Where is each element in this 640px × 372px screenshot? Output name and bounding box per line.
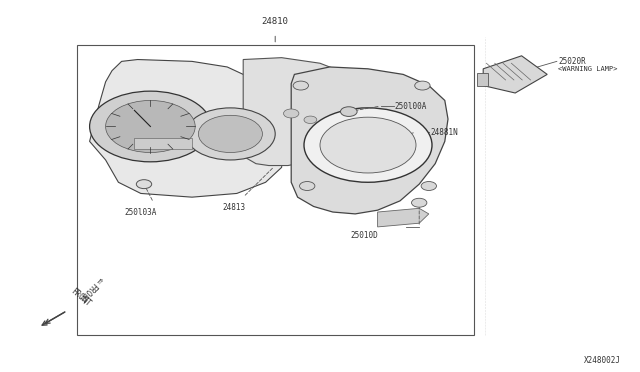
Text: 250l03A: 250l03A <box>125 208 157 217</box>
Circle shape <box>415 81 430 90</box>
Circle shape <box>106 100 195 153</box>
FancyBboxPatch shape <box>77 45 474 335</box>
Text: 24810: 24810 <box>262 17 289 26</box>
Text: $\Leftarrow$FRONT: $\Leftarrow$FRONT <box>76 273 108 305</box>
Circle shape <box>198 115 262 153</box>
Circle shape <box>90 91 211 162</box>
Text: 250l00A: 250l00A <box>395 102 428 110</box>
Text: 25010D: 25010D <box>351 231 379 240</box>
FancyBboxPatch shape <box>134 138 192 149</box>
Polygon shape <box>378 208 429 227</box>
Circle shape <box>304 116 317 124</box>
Circle shape <box>293 81 308 90</box>
Text: 25020R: 25020R <box>558 57 586 66</box>
Text: FRONT: FRONT <box>69 287 93 309</box>
Circle shape <box>136 180 152 189</box>
Text: X248002J: X248002J <box>584 356 621 365</box>
Circle shape <box>300 182 315 190</box>
Text: 24813: 24813 <box>222 203 245 212</box>
Polygon shape <box>90 60 285 197</box>
Circle shape <box>412 198 427 207</box>
Circle shape <box>186 108 275 160</box>
Polygon shape <box>291 67 448 214</box>
Circle shape <box>304 108 432 182</box>
FancyBboxPatch shape <box>477 73 488 86</box>
Circle shape <box>320 117 416 173</box>
Text: 24881N: 24881N <box>431 128 458 137</box>
Polygon shape <box>240 58 362 166</box>
Circle shape <box>340 107 357 116</box>
Circle shape <box>284 109 299 118</box>
Polygon shape <box>483 56 547 93</box>
Circle shape <box>421 182 436 190</box>
Text: <WARNING LAMP>: <WARNING LAMP> <box>558 66 618 72</box>
